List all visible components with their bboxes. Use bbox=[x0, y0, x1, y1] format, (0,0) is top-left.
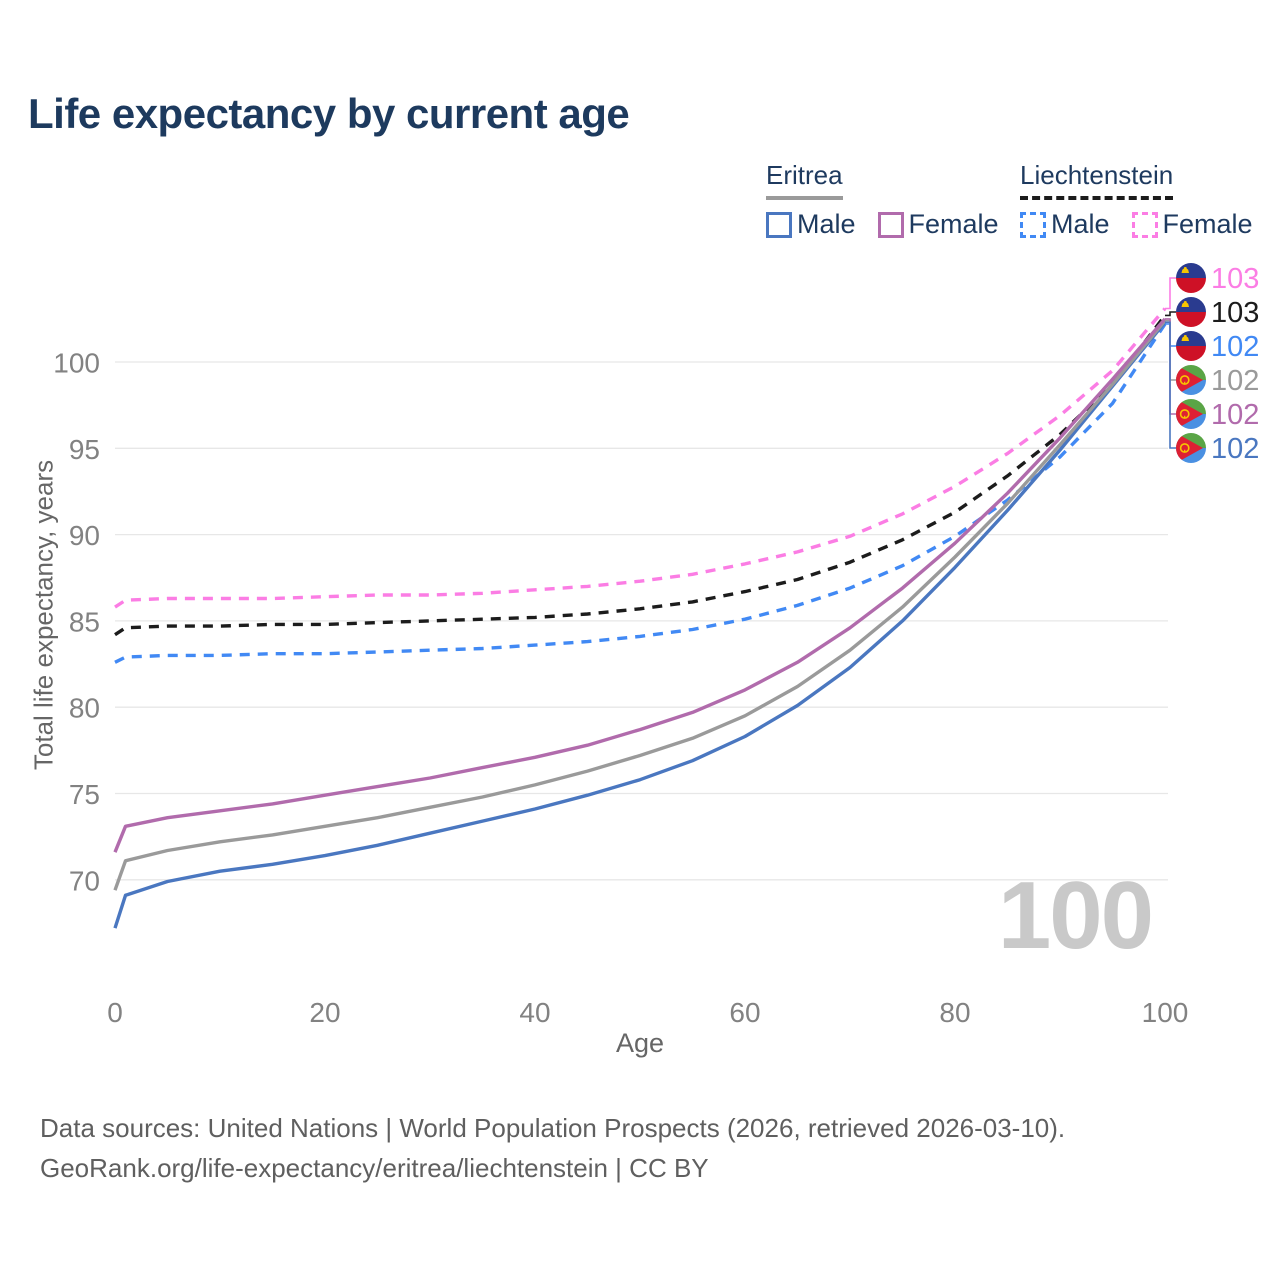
legend-group-title-liechtenstein[interactable]: Liechtenstein bbox=[1020, 160, 1174, 200]
legend-item-liechtenstein-female[interactable]: Female bbox=[1131, 209, 1253, 240]
liechtenstein-flag-icon bbox=[1176, 263, 1206, 293]
legend-item-liechtenstein-male[interactable]: Male bbox=[1020, 209, 1110, 240]
eritrea-flag-icon bbox=[1176, 433, 1206, 463]
legend-group-liechtenstein: Liechtenstein Male Female bbox=[1020, 160, 1253, 240]
legend-item-label: Male bbox=[797, 209, 856, 239]
age-counter-watermark: 100 bbox=[997, 862, 1154, 969]
end-value-label-eritrea-female: 102 bbox=[1211, 399, 1259, 431]
x-tick-label: 20 bbox=[309, 997, 340, 1028]
series-line-eritrea-female bbox=[113, 317, 1167, 853]
y-tick-label: 95 bbox=[69, 434, 100, 465]
end-label-connector-eritrea-male bbox=[1165, 321, 1176, 449]
end-label-connector-liechtenstein-all bbox=[1165, 311, 1176, 317]
legend-group-eritrea: Eritrea Male Female bbox=[766, 160, 999, 240]
end-value-label-eritrea-male: 102 bbox=[1211, 433, 1259, 465]
liechtenstein-flag-icon bbox=[1176, 297, 1206, 327]
eritrea-flag-icon bbox=[1176, 399, 1206, 429]
end-label-connector-liechtenstein-female bbox=[1165, 277, 1176, 310]
series-line-eritrea-male bbox=[113, 321, 1167, 929]
legend-item-label: Male bbox=[1051, 209, 1110, 239]
legend-item-label: Female bbox=[908, 209, 999, 239]
y-tick-label: 80 bbox=[69, 693, 100, 724]
eritrea-flag-icon bbox=[1176, 365, 1206, 395]
eritrea-male-swatch-icon bbox=[766, 211, 792, 238]
liechtenstein-flag-icon bbox=[1176, 331, 1206, 361]
legend-item-label: Female bbox=[1162, 209, 1253, 239]
x-tick-label: 60 bbox=[729, 997, 760, 1028]
y-tick-label: 90 bbox=[69, 520, 100, 551]
end-value-label-liechtenstein-female: 103 bbox=[1211, 263, 1259, 295]
legend-items-liechtenstein: Male Female bbox=[1020, 209, 1253, 240]
x-tick-label: 0 bbox=[107, 997, 123, 1028]
footer-data-sources: Data sources: United Nations | World Pop… bbox=[40, 1113, 1066, 1143]
liechtenstein-male-swatch-icon bbox=[1020, 211, 1046, 238]
liechtenstein-female-swatch-icon bbox=[1131, 211, 1158, 238]
x-tick-label: 40 bbox=[519, 997, 550, 1028]
chart-legend: Eritrea Male Female Liechtenstein Male F… bbox=[0, 160, 1280, 250]
series-line-liechtenstein-all bbox=[114, 314, 1167, 637]
footer-attribution[interactable]: GeoRank.org/life-expectancy/eritrea/liec… bbox=[40, 1153, 709, 1184]
x-tick-label: 80 bbox=[939, 997, 970, 1028]
legend-item-eritrea-male[interactable]: Male bbox=[766, 209, 856, 240]
series-line-liechtenstein-female bbox=[114, 307, 1167, 609]
eritrea-female-swatch-icon bbox=[877, 211, 904, 238]
end-value-label-liechtenstein-male: 102 bbox=[1211, 331, 1259, 363]
x-axis-title: Age bbox=[615, 1028, 665, 1058]
y-tick-label: 100 bbox=[53, 348, 100, 379]
legend-group-title-eritrea[interactable]: Eritrea bbox=[766, 160, 843, 200]
legend-item-eritrea-female[interactable]: Female bbox=[877, 209, 999, 240]
end-value-label-eritrea-all: 102 bbox=[1211, 365, 1259, 397]
page-title: Life expectancy by current age bbox=[28, 90, 630, 137]
y-tick-label: 70 bbox=[69, 865, 100, 896]
x-tick-label: 100 bbox=[1142, 997, 1189, 1028]
y-axis-title: Total life expectancy, years bbox=[28, 459, 59, 771]
y-tick-label: 85 bbox=[69, 606, 100, 637]
legend-items-eritrea: Male Female bbox=[766, 209, 999, 240]
y-tick-label: 75 bbox=[69, 779, 100, 810]
footer: Data sources: United Nations | World Pop… bbox=[40, 1108, 1065, 1189]
end-value-label-liechtenstein-all: 103 bbox=[1211, 297, 1259, 329]
series-line-eritrea-all bbox=[113, 319, 1167, 891]
